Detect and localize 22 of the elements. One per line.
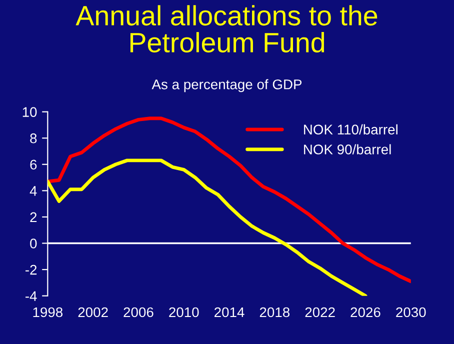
y-tick-label: 6 [30, 160, 37, 170]
y-tick-label: -2 [26, 264, 37, 275]
y-tick-label: 10 [22, 107, 37, 117]
x-tick-label: 2026 [350, 307, 380, 318]
line-series [48, 158, 368, 296]
x-tick-label: 2014 [214, 307, 244, 318]
chart-title: Annual allocations to the Petroleum Fund [76, 5, 378, 52]
y-tick-label: 2 [30, 212, 37, 222]
y-tick-label: 8 [30, 133, 37, 144]
x-tick-label: 2030 [396, 307, 426, 318]
legend-label: NOK 90/barrel [304, 144, 391, 154]
x-tick-label: 2018 [260, 307, 290, 318]
x-tick-label: 1998 [33, 307, 63, 318]
y-tick-label: 4 [30, 186, 37, 196]
x-tick-label: 2002 [78, 307, 108, 318]
x-tick-label: 2022 [305, 307, 335, 318]
chart-subtitle: As a percentage of GDP [152, 79, 302, 92]
x-tick-label: 2010 [169, 307, 199, 318]
x-tick-label: 2006 [124, 307, 154, 318]
y-tick-label: 0 [30, 238, 37, 248]
y-tick-label: -4 [26, 291, 37, 301]
legend-label: NOK 110/barrel [304, 124, 398, 134]
